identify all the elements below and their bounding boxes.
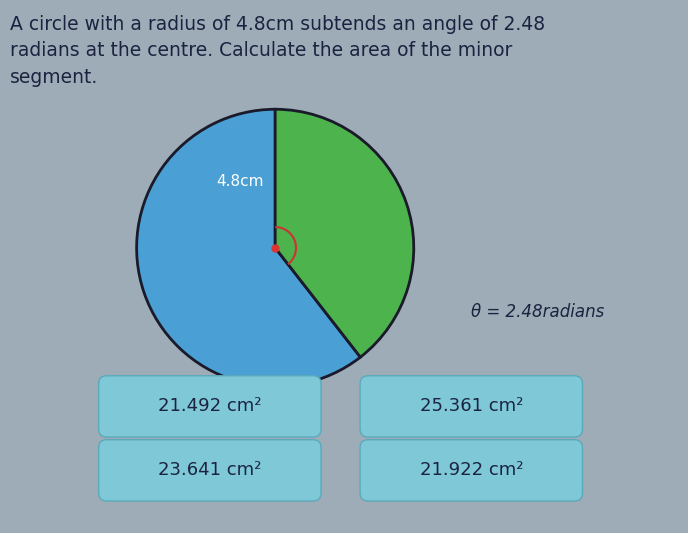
FancyBboxPatch shape (98, 376, 321, 437)
Text: θ = 2.48radians: θ = 2.48radians (471, 303, 605, 321)
FancyBboxPatch shape (360, 440, 583, 501)
FancyBboxPatch shape (360, 376, 583, 437)
Text: 21.492 cm²: 21.492 cm² (158, 398, 261, 415)
Wedge shape (275, 109, 413, 357)
Wedge shape (137, 109, 361, 386)
Text: 21.922 cm²: 21.922 cm² (420, 462, 523, 479)
Text: 4.8cm: 4.8cm (217, 174, 264, 189)
Text: 25.361 cm²: 25.361 cm² (420, 398, 523, 415)
FancyBboxPatch shape (98, 440, 321, 501)
Text: A circle with a radius of 4.8cm subtends an angle of 2.48
radians at the centre.: A circle with a radius of 4.8cm subtends… (10, 15, 545, 87)
Text: 23.641 cm²: 23.641 cm² (158, 462, 261, 479)
